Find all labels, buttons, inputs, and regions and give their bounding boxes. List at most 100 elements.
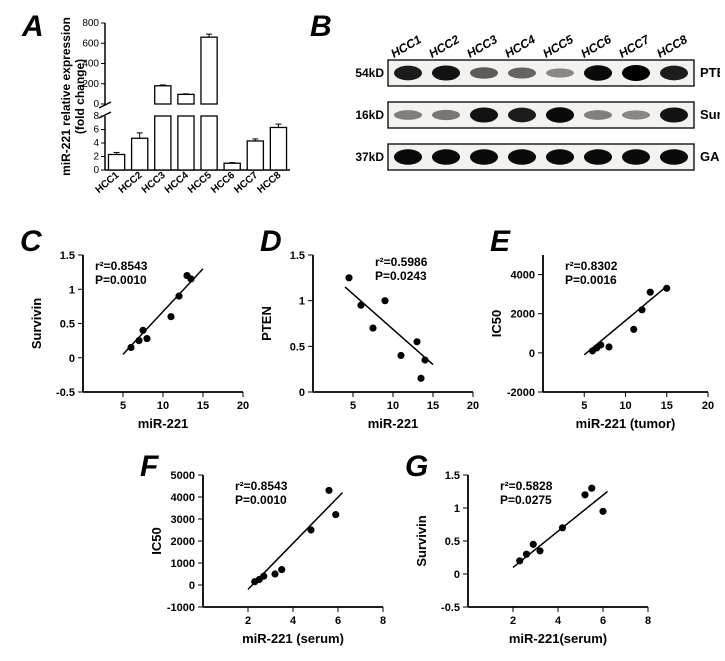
svg-text:1: 1 — [69, 284, 75, 296]
svg-text:-0.5: -0.5 — [56, 387, 75, 399]
svg-text:6: 6 — [600, 615, 606, 627]
svg-text:10: 10 — [619, 400, 631, 412]
svg-text:5000: 5000 — [171, 470, 195, 482]
svg-text:1.5: 1.5 — [60, 250, 75, 262]
svg-text:IC50: IC50 — [149, 527, 164, 554]
svg-text:PTEN: PTEN — [259, 306, 274, 341]
svg-text:HCC7: HCC7 — [616, 32, 652, 61]
svg-text:r²=0.5828: r²=0.5828 — [500, 479, 553, 493]
svg-text:54kD: 54kD — [355, 66, 384, 80]
svg-text:0: 0 — [529, 348, 535, 360]
svg-text:HCC7: HCC7 — [232, 170, 260, 196]
svg-text:P=0.0275: P=0.0275 — [500, 493, 552, 507]
svg-text:6: 6 — [93, 125, 99, 136]
svg-text:2: 2 — [245, 615, 251, 627]
svg-text:8: 8 — [93, 111, 99, 122]
svg-text:10: 10 — [157, 400, 169, 412]
svg-text:800: 800 — [82, 18, 99, 29]
svg-text:HCC5: HCC5 — [540, 32, 576, 61]
svg-text:PTEN: PTEN — [700, 65, 720, 80]
svg-text:GAPDH: GAPDH — [700, 149, 720, 164]
svg-text:-1000: -1000 — [167, 602, 195, 614]
svg-text:HCC1: HCC1 — [388, 32, 424, 61]
svg-text:Survivin: Survivin — [700, 107, 720, 122]
svg-text:8: 8 — [645, 615, 651, 627]
svg-text:1.5: 1.5 — [290, 250, 305, 262]
panel-b-label: B — [310, 10, 332, 44]
svg-text:miR-221: miR-221 — [368, 416, 419, 431]
svg-text:IC50: IC50 — [489, 310, 504, 337]
svg-text:20: 20 — [702, 400, 714, 412]
svg-text:5: 5 — [350, 400, 356, 412]
svg-text:P=0.0010: P=0.0010 — [95, 273, 147, 287]
svg-text:HCC3: HCC3 — [140, 170, 168, 196]
svg-text:HCC6: HCC6 — [578, 32, 614, 61]
svg-text:600: 600 — [82, 38, 99, 49]
svg-text:HCC4: HCC4 — [163, 170, 191, 196]
svg-text:-2000: -2000 — [507, 387, 535, 399]
panel-a-chart: miR-221 relative expression(fold change)… — [50, 5, 300, 220]
svg-text:P=0.0243: P=0.0243 — [375, 269, 427, 283]
svg-text:37kD: 37kD — [355, 150, 384, 164]
svg-text:HCC8: HCC8 — [654, 32, 690, 61]
svg-text:P=0.0010: P=0.0010 — [235, 493, 287, 507]
svg-text:-0.5: -0.5 — [441, 602, 460, 614]
svg-text:1.5: 1.5 — [445, 470, 460, 482]
svg-text:miR-221: miR-221 — [138, 416, 189, 431]
svg-text:4000: 4000 — [511, 270, 535, 282]
svg-text:0: 0 — [299, 387, 305, 399]
svg-text:4: 4 — [555, 615, 562, 627]
svg-text:4000: 4000 — [171, 492, 195, 504]
svg-text:2000: 2000 — [511, 309, 535, 321]
svg-text:20: 20 — [237, 400, 249, 412]
svg-text:miR-221(serum): miR-221(serum) — [509, 631, 607, 646]
svg-text:HCC2: HCC2 — [426, 32, 462, 61]
svg-text:P=0.0016: P=0.0016 — [565, 273, 617, 287]
svg-text:1: 1 — [454, 503, 460, 515]
svg-text:miR-221 (tumor): miR-221 (tumor) — [576, 416, 676, 431]
svg-text:HCC6: HCC6 — [209, 170, 237, 196]
svg-text:Survivin: Survivin — [29, 298, 44, 349]
svg-text:5: 5 — [581, 400, 587, 412]
svg-text:miR-221 (serum): miR-221 (serum) — [242, 631, 344, 646]
svg-text:0.5: 0.5 — [290, 341, 305, 353]
svg-text:HCC5: HCC5 — [186, 170, 214, 196]
svg-text:15: 15 — [427, 400, 439, 412]
svg-text:1000: 1000 — [171, 558, 195, 570]
svg-text:HCC4: HCC4 — [502, 32, 538, 61]
svg-text:HCC8: HCC8 — [255, 170, 283, 196]
svg-text:r²=0.5986: r²=0.5986 — [375, 255, 428, 269]
svg-text:0.5: 0.5 — [445, 536, 460, 548]
svg-text:10: 10 — [387, 400, 399, 412]
panel-a-label: A — [22, 10, 44, 44]
svg-text:4: 4 — [290, 615, 297, 627]
svg-text:2000: 2000 — [171, 536, 195, 548]
svg-text:5: 5 — [120, 400, 126, 412]
svg-text:0: 0 — [189, 580, 195, 592]
svg-text:HCC3: HCC3 — [464, 32, 500, 61]
svg-text:(fold change): (fold change) — [73, 59, 87, 134]
svg-text:0: 0 — [69, 353, 75, 365]
svg-text:0: 0 — [93, 99, 99, 110]
svg-text:Survivin: Survivin — [414, 515, 429, 566]
svg-text:6: 6 — [335, 615, 341, 627]
svg-text:20: 20 — [467, 400, 479, 412]
panel-g-scatter: 2 4 6 8 -0.5 0 0.5 1 1.5 Survivin miR-221(serum) r²… — [410, 460, 660, 655]
svg-text:200: 200 — [82, 79, 99, 90]
svg-text:400: 400 — [82, 59, 99, 70]
svg-text:0: 0 — [454, 569, 460, 581]
svg-text:2: 2 — [510, 615, 516, 627]
svg-text:3000: 3000 — [171, 514, 195, 526]
svg-text:15: 15 — [197, 400, 209, 412]
panel-f-scatter: 2 4 6 8 -1000 0 1000 2000 3000 4000 5000 IC50 miR-22… — [145, 460, 395, 655]
svg-text:miR-221 relative expression: miR-221 relative expression — [59, 17, 73, 176]
panel-c-scatter: 5101520-0.500.511.5SurvivinmiR-221r²=0.8… — [25, 240, 255, 440]
svg-text:4: 4 — [93, 138, 99, 149]
svg-text:2: 2 — [93, 152, 99, 163]
svg-text:1: 1 — [299, 296, 305, 308]
svg-text:r²=0.8543: r²=0.8543 — [235, 479, 288, 493]
svg-text:8: 8 — [380, 615, 386, 627]
svg-text:0: 0 — [93, 165, 99, 176]
svg-text:0.5: 0.5 — [60, 319, 75, 331]
svg-text:r²=0.8302: r²=0.8302 — [565, 259, 618, 273]
